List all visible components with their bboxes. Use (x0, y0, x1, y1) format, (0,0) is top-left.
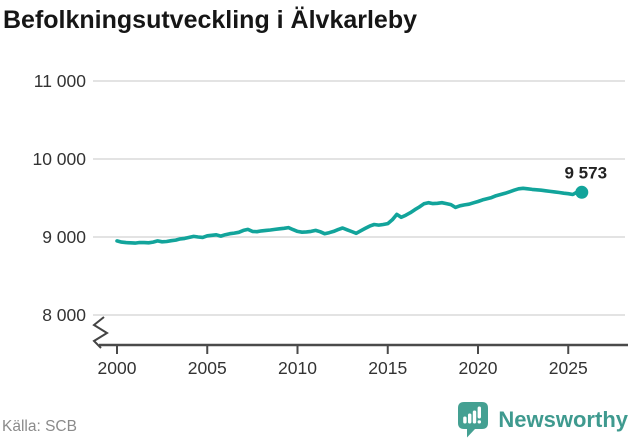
x-tick-label: 2005 (188, 358, 227, 378)
y-tick-label: 11 000 (34, 71, 86, 91)
population-series-line (115, 186, 584, 245)
last-point-marker (575, 185, 589, 199)
newsworthy-logo[interactable]: Newsworthy (456, 401, 628, 438)
x-tick-label: 2025 (549, 358, 588, 378)
x-tick-label: 2020 (459, 358, 498, 378)
newsworthy-bar-chart-bubble-icon (456, 401, 490, 438)
source-caption: Källa: SCB (2, 418, 77, 435)
y-tick-label: 10 000 (32, 149, 86, 169)
x-tick-label: 2015 (368, 358, 407, 378)
newsworthy-wordmark: Newsworthy (498, 406, 628, 432)
axis-break-icon (92, 316, 109, 349)
x-tick-label: 2000 (98, 358, 137, 378)
y-tick-label: 9 000 (42, 227, 86, 247)
chart-title: Befolkningsutveckling i Älvkarleby (3, 6, 418, 34)
y-tick-label: 8 000 (42, 305, 86, 325)
last-value-label: 9 573 (565, 163, 608, 182)
x-tick-label: 2010 (278, 358, 317, 378)
